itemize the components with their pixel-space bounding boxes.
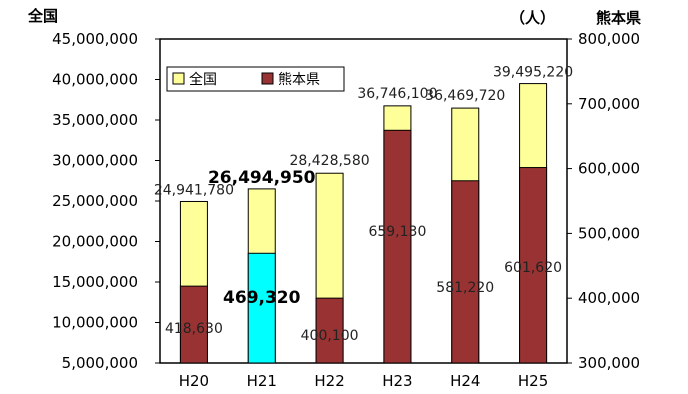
data-label-kumamoto: 581,220 — [436, 280, 494, 296]
x-category-label: H20 — [179, 372, 209, 390]
data-label-kumamoto: 418,630 — [165, 321, 223, 337]
data-label-kumamoto: 400,100 — [301, 328, 359, 344]
data-label-national: 39,495,220 — [493, 65, 573, 81]
y-left-tick-label: 5,000,000 — [62, 354, 138, 372]
data-label-kumamoto: 469,320 — [223, 288, 301, 308]
y-left-tick-label: 25,000,000 — [52, 192, 138, 210]
y-left-axis-title: 全国 — [27, 7, 58, 25]
x-category-label: H22 — [314, 372, 344, 390]
legend-box — [166, 66, 345, 92]
y-right-tick-label: 400,000 — [578, 289, 640, 307]
bar-kumamoto — [315, 297, 344, 364]
y-right-tick-label: 800,000 — [578, 30, 640, 48]
bar-kumamoto — [247, 252, 276, 364]
y-left-tick-label: 20,000,000 — [52, 233, 138, 251]
legend-label-national: 全国 — [189, 71, 217, 88]
y-left-tick-label: 35,000,000 — [52, 111, 138, 129]
y-left-tick-label: 15,000,000 — [52, 273, 138, 291]
y-left-tick-label: 45,000,000 — [52, 30, 138, 48]
x-category-label: H21 — [247, 372, 277, 390]
bar-kumamoto — [179, 285, 208, 364]
legend-swatch-kumamoto — [261, 72, 274, 85]
data-label-national: 26,494,950 — [208, 168, 316, 188]
x-category-label: H24 — [450, 372, 480, 390]
data-label-national: 36,469,720 — [425, 88, 505, 104]
data-label-national: 28,428,580 — [289, 153, 369, 169]
data-label-national: 24,941,780 — [154, 182, 234, 198]
y-right-tick-label: 600,000 — [578, 160, 640, 178]
bar-kumamoto — [519, 167, 548, 364]
data-label-kumamoto: 659,130 — [368, 224, 426, 240]
y-right-tick-label: 500,000 — [578, 224, 640, 242]
y-left-tick-label: 10,000,000 — [52, 314, 138, 332]
legend-label-kumamoto: 熊本県 — [278, 72, 320, 88]
x-category-label: H25 — [518, 372, 548, 390]
y-left-tick-label: 40,000,000 — [52, 71, 138, 89]
y-right-tick-label: 300,000 — [578, 354, 640, 372]
bar-kumamoto — [383, 129, 412, 364]
x-category-label: H23 — [382, 372, 412, 390]
y-right-axis-title: 熊本県 — [596, 9, 641, 27]
y-right-axis-unit: （人） — [510, 9, 555, 27]
data-label-kumamoto: 601,620 — [504, 260, 562, 276]
legend-swatch-national — [172, 72, 185, 85]
y-right-tick-label: 700,000 — [578, 95, 640, 113]
data-label-national: 36,746,100 — [357, 86, 437, 102]
bar-kumamoto — [451, 180, 480, 364]
y-left-tick-label: 30,000,000 — [52, 152, 138, 170]
